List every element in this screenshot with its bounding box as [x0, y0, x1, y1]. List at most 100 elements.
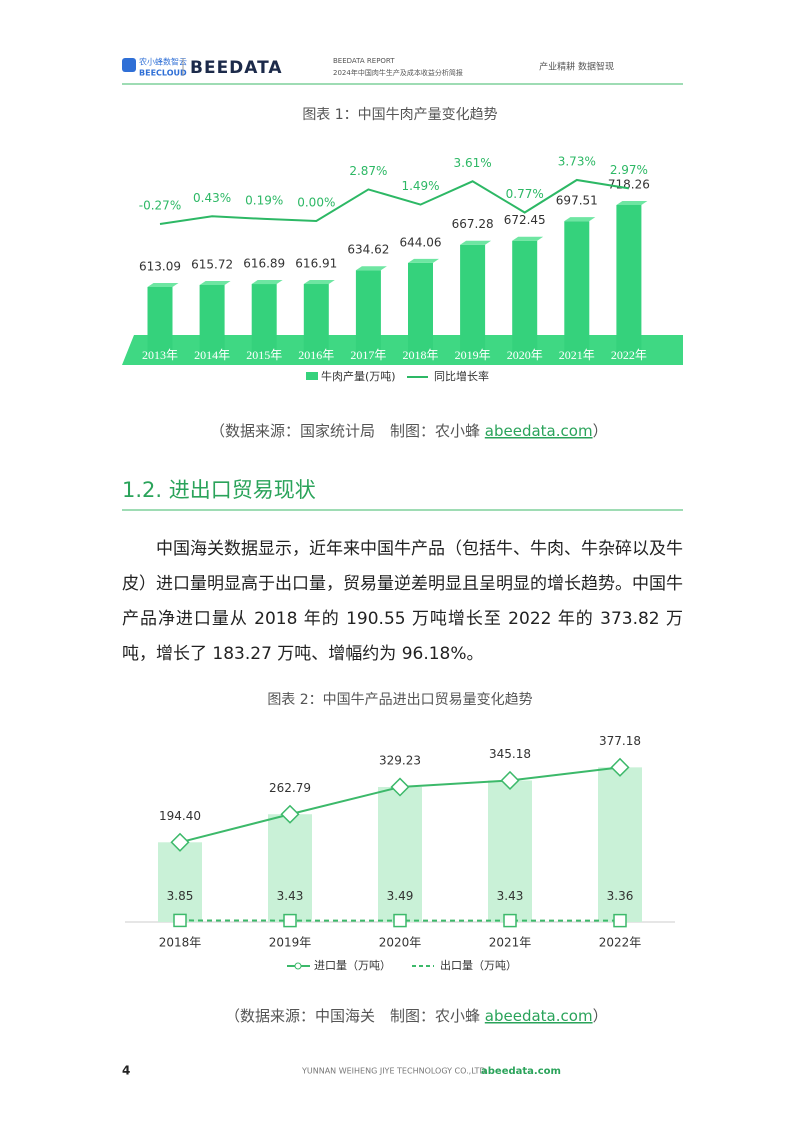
source-link[interactable]: abeedata.com	[485, 422, 593, 440]
x-tick-label: 2014年	[194, 348, 230, 362]
data-label: 2.87%	[349, 164, 387, 178]
data-label: 377.18	[599, 734, 641, 748]
bar	[303, 284, 329, 353]
bar	[616, 205, 642, 353]
data-label: 718.26	[608, 178, 650, 192]
x-tick-label: 2021年	[559, 348, 595, 362]
bar-top	[355, 266, 387, 271]
x-tick-label: 2021年	[489, 936, 532, 950]
bar	[158, 842, 202, 922]
bar-top	[251, 280, 283, 285]
bar	[251, 284, 277, 353]
x-tick-label: 2017年	[350, 348, 386, 362]
figure-title: 图表 2：中国牛产品进出口贸易量变化趋势	[267, 692, 532, 708]
data-label: 667.28	[452, 217, 494, 231]
tagline: 产业精耕 数据智现	[539, 61, 614, 73]
bar	[488, 780, 532, 922]
bar-top	[564, 217, 596, 222]
x-tick-label: 2019年	[455, 348, 491, 362]
data-label: 3.36	[607, 889, 634, 903]
bar	[460, 244, 486, 353]
marker	[393, 913, 407, 928]
bar	[355, 270, 381, 353]
bar	[378, 787, 422, 922]
bar	[512, 240, 538, 353]
data-label: 616.91	[295, 257, 337, 271]
data-label: -0.27%	[139, 198, 181, 212]
x-tick-label: 2022年	[599, 936, 642, 950]
data-label: 3.43	[277, 889, 304, 903]
data-label: 345.18	[489, 747, 531, 761]
x-tick-label: 2019年	[269, 936, 312, 950]
bar	[268, 814, 312, 922]
data-label: 697.51	[556, 194, 598, 208]
logo-sub: BEECLOUD	[139, 69, 187, 78]
site[interactable]: abeedata.com	[481, 1066, 561, 1077]
marker	[610, 757, 630, 777]
data-label: 194.40	[159, 809, 201, 823]
logo-icon	[122, 58, 136, 72]
data-label: 3.73%	[558, 154, 596, 168]
bar-top	[147, 283, 179, 287]
legend-swatch	[306, 372, 318, 380]
logo-text: 农小蜂数智云	[139, 57, 187, 67]
x-tick-label: 2020年	[379, 936, 422, 950]
data-label: 0.19%	[245, 193, 283, 207]
source-link[interactable]: abeedata.com	[485, 1007, 593, 1025]
legend-swatch	[294, 962, 302, 970]
marker	[173, 913, 187, 928]
data-label: 3.85	[167, 889, 194, 903]
brand: BEEDATA	[190, 58, 283, 78]
data-label: 3.61%	[454, 156, 492, 170]
data-label: 616.89	[243, 257, 285, 271]
company: YUNNAN WEIHENG JIYE TECHNOLOGY CO.,LTD.	[301, 1067, 488, 1076]
x-tick-label: 2015年	[246, 348, 282, 362]
marker	[613, 913, 627, 928]
bar	[598, 767, 642, 922]
data-label: 672.45	[504, 213, 546, 227]
bar	[408, 262, 433, 353]
x-tick-label: 2013年	[142, 348, 178, 362]
data-label: 644.06	[400, 235, 442, 249]
data-label: 3.43	[497, 889, 524, 903]
source: （数据来源：中国海关 制图：农小蜂 abeedata.com）	[225, 1007, 608, 1025]
legend-label: 牛肉产量(万吨)	[321, 369, 396, 383]
source-text: （数据来源：中国海关 制图：农小蜂	[225, 1007, 480, 1025]
marker	[283, 913, 297, 928]
page-number: 4	[122, 1064, 130, 1078]
legend-label: 同比增长率	[434, 369, 489, 383]
x-tick-label: 2022年	[611, 348, 647, 362]
source-end: ）	[593, 1007, 608, 1025]
bar	[199, 284, 225, 353]
data-label: 329.23	[379, 754, 421, 768]
legend-label: 出口量（万吨）	[440, 958, 517, 972]
data-label: 0.77%	[506, 187, 544, 201]
bar-top	[460, 240, 492, 245]
section-title: 1.2. 进出口贸易现状	[122, 478, 316, 502]
paragraph: 中国海关数据显示，近年来中国牛产品（包括牛、牛肉、牛杂碎以及牛皮）进口量明显高于…	[122, 539, 683, 664]
report-title: 2024年中国肉牛生产及成本收益分析简报	[333, 68, 463, 77]
data-label: 613.09	[139, 260, 181, 274]
data-label: 0.00%	[297, 196, 335, 210]
x-tick-label: 2016年	[298, 348, 334, 362]
source-end: ）	[593, 422, 608, 440]
bar-top	[512, 236, 544, 241]
report-label: BEEDATA REPORT	[333, 57, 395, 65]
data-label: 2.97%	[610, 163, 648, 177]
legend-label: 进口量（万吨）	[314, 959, 391, 972]
data-label: 262.79	[269, 781, 311, 795]
growth-line	[159, 178, 630, 225]
data-label: 3.49	[387, 889, 414, 903]
bar-top	[408, 258, 439, 263]
marker	[390, 777, 410, 797]
marker	[503, 913, 517, 928]
bar-top	[199, 280, 231, 285]
bar	[564, 221, 590, 353]
data-label: 634.62	[347, 243, 389, 257]
bar-top	[303, 280, 335, 285]
data-label: 0.43%	[193, 191, 231, 205]
x-tick-label: 2020年	[507, 348, 543, 362]
figure-title: 图表 1：中国牛肉产量变化趋势	[302, 107, 497, 123]
